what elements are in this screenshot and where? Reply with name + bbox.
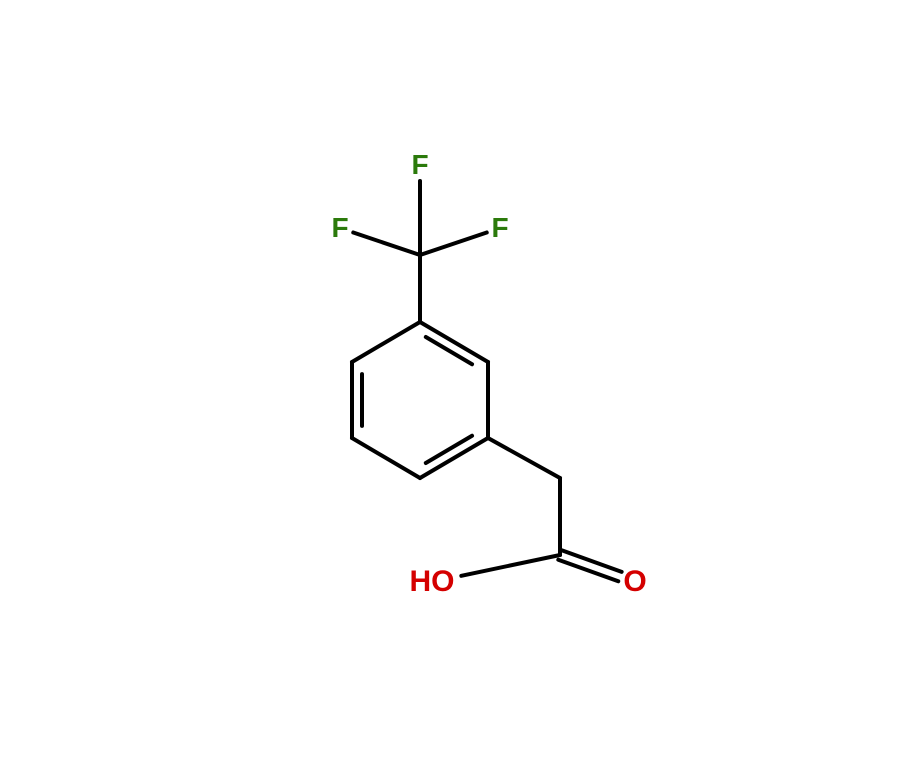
atom-F_top: F: [411, 151, 428, 179]
atom-F_left: F: [331, 214, 348, 242]
atom-F_right: F: [491, 214, 508, 242]
atom-OH: HO: [410, 567, 455, 597]
atom-O_dbl: O: [623, 567, 646, 597]
bond-layer: [0, 0, 897, 777]
molecule-canvas: F F F HO O: [0, 0, 897, 777]
